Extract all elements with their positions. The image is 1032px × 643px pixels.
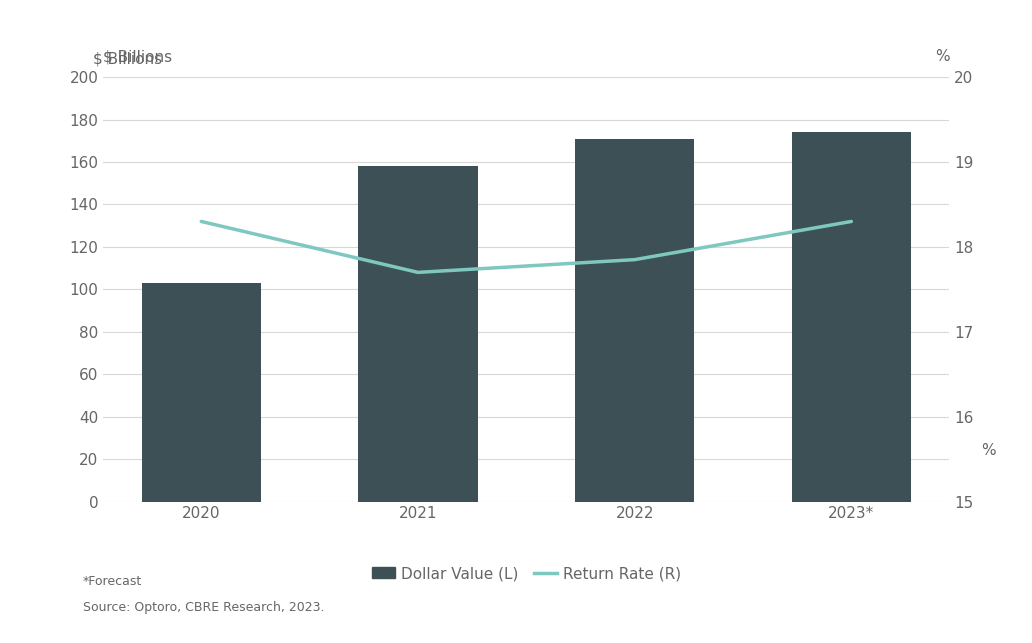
Text: $ Billions: $ Billions bbox=[103, 50, 172, 64]
Text: *Forecast: *Forecast bbox=[83, 575, 141, 588]
Bar bbox=[792, 132, 911, 502]
Text: %: % bbox=[935, 50, 949, 64]
Bar bbox=[358, 167, 478, 502]
Text: %: % bbox=[981, 444, 996, 458]
Bar bbox=[141, 283, 261, 502]
Text: Source: Optoro, CBRE Research, 2023.: Source: Optoro, CBRE Research, 2023. bbox=[83, 601, 324, 614]
Legend: Dollar Value (L), Return Rate (R): Dollar Value (L), Return Rate (R) bbox=[365, 560, 687, 587]
Bar bbox=[575, 139, 695, 502]
Text: $ Billions: $ Billions bbox=[93, 51, 162, 67]
